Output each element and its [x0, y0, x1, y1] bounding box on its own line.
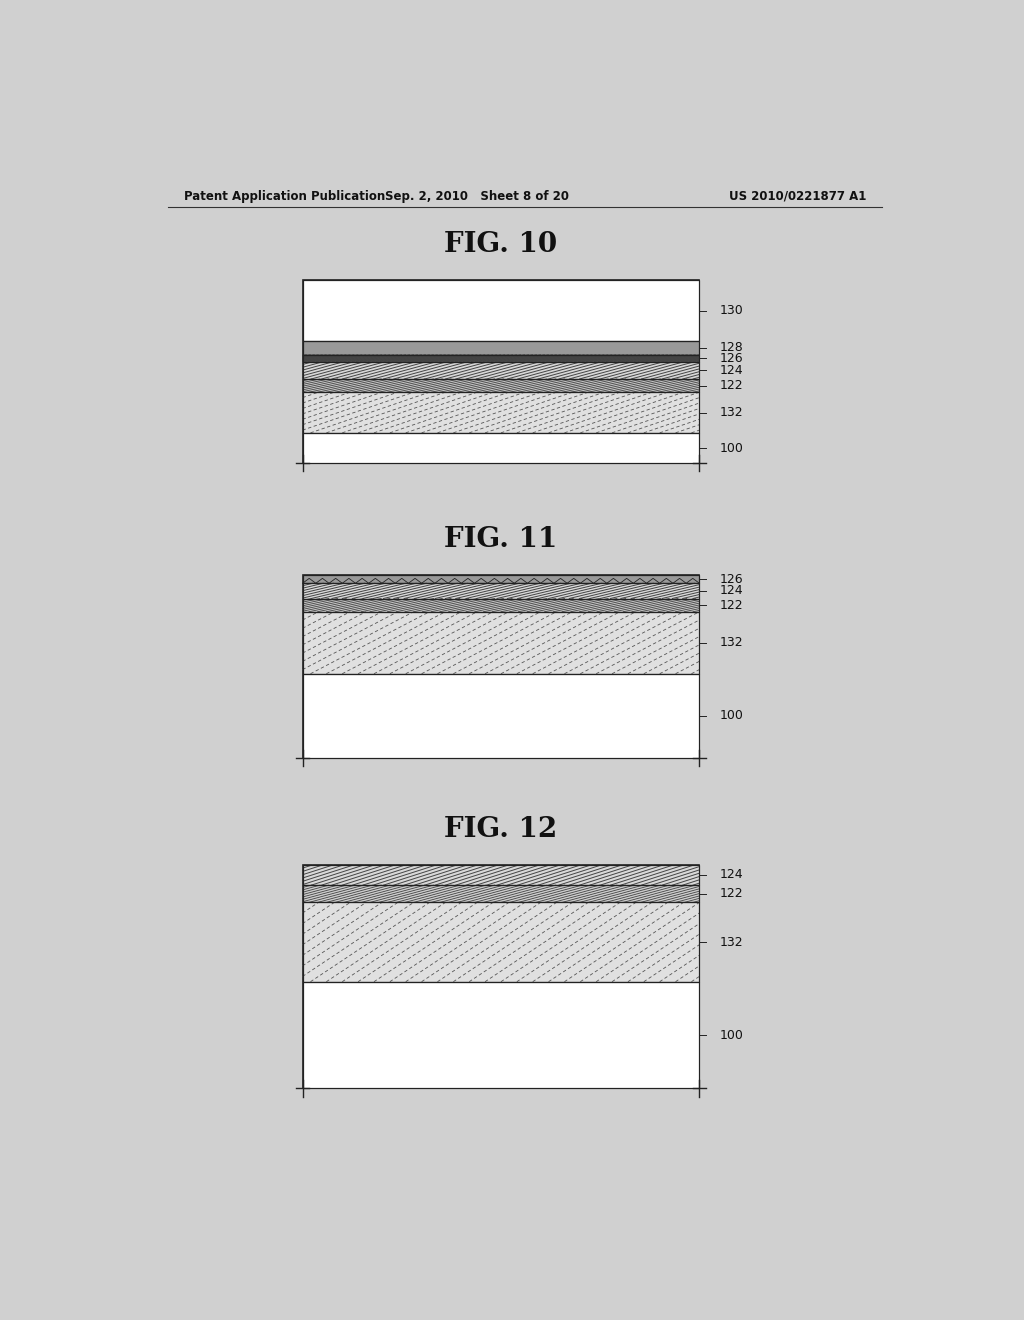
Bar [303, 392, 699, 433]
Text: 122: 122 [719, 379, 742, 392]
Bar [303, 392, 699, 433]
Bar [303, 355, 699, 362]
Bar [303, 379, 699, 392]
Bar [303, 903, 699, 982]
Text: 132: 132 [719, 407, 742, 418]
Bar [303, 865, 699, 886]
Text: Patent Application Publication: Patent Application Publication [183, 190, 385, 202]
Bar [303, 865, 699, 886]
Text: 124: 124 [719, 364, 742, 376]
Bar [303, 362, 699, 379]
Bar [303, 362, 699, 379]
Bar [303, 611, 699, 673]
Bar [303, 865, 699, 1089]
Bar [303, 433, 699, 463]
Text: FIG. 12: FIG. 12 [444, 816, 558, 842]
Bar [303, 280, 699, 342]
Text: FIG. 11: FIG. 11 [444, 527, 558, 553]
Bar [303, 576, 699, 758]
Bar [303, 576, 699, 583]
Text: 122: 122 [719, 887, 742, 900]
Text: 100: 100 [719, 709, 743, 722]
Text: US 2010/0221877 A1: US 2010/0221877 A1 [729, 190, 866, 202]
Bar [303, 433, 699, 463]
Bar [303, 886, 699, 903]
Text: 132: 132 [719, 636, 742, 649]
Text: 124: 124 [719, 869, 742, 882]
Text: 100: 100 [719, 1028, 743, 1041]
Text: 130: 130 [719, 305, 743, 317]
Bar [303, 280, 699, 463]
Bar [303, 576, 699, 583]
Bar [303, 598, 699, 611]
Text: 122: 122 [719, 598, 742, 611]
Bar [303, 673, 699, 758]
Text: Sep. 2, 2010   Sheet 8 of 20: Sep. 2, 2010 Sheet 8 of 20 [385, 190, 569, 202]
Bar [303, 598, 699, 611]
Bar [303, 673, 699, 758]
Text: 100: 100 [719, 442, 743, 454]
Bar [303, 583, 699, 598]
Bar [303, 355, 699, 362]
Bar [303, 379, 699, 392]
Bar [303, 982, 699, 1089]
Bar [303, 903, 699, 982]
Text: 132: 132 [719, 936, 742, 949]
Text: 128: 128 [719, 342, 743, 355]
Bar [303, 342, 699, 355]
Text: 126: 126 [719, 351, 742, 364]
Bar [303, 280, 699, 342]
Text: FIG. 10: FIG. 10 [444, 231, 557, 259]
Bar [303, 982, 699, 1089]
Bar [303, 583, 699, 598]
Text: 126: 126 [719, 573, 742, 586]
Text: 124: 124 [719, 585, 742, 598]
Bar [303, 611, 699, 673]
Bar [303, 342, 699, 355]
Bar [303, 886, 699, 903]
